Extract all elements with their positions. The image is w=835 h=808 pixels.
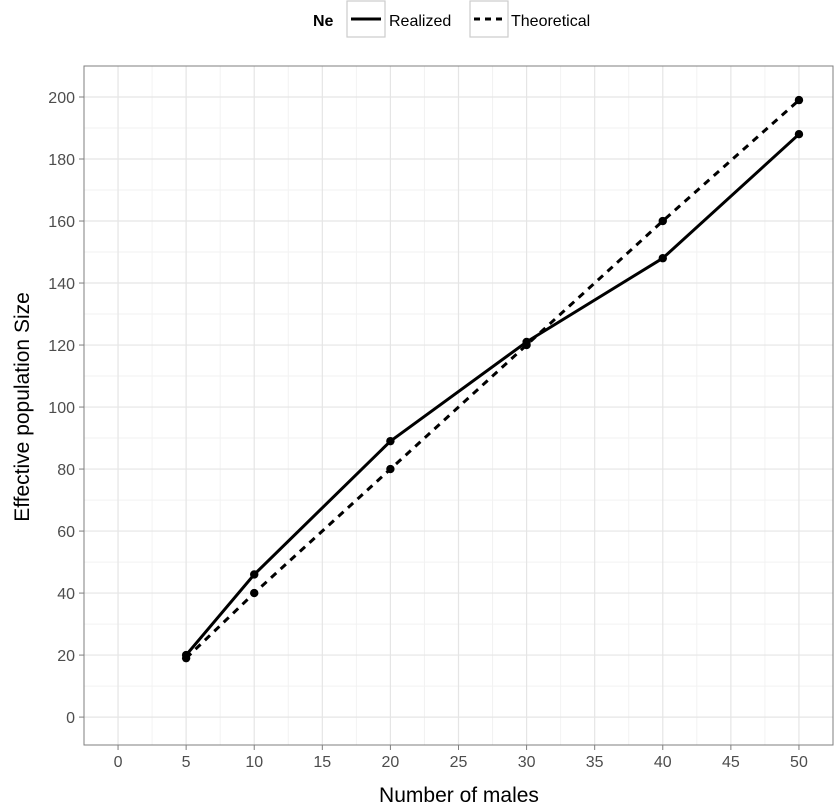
x-tick-label: 25 xyxy=(450,754,468,771)
y-tick-label: 40 xyxy=(57,586,75,603)
data-point-theoretical xyxy=(794,95,804,105)
x-tick-label: 35 xyxy=(586,754,604,771)
x-tick-label: 10 xyxy=(245,754,263,771)
data-point-theoretical xyxy=(181,653,191,663)
data-point-realized xyxy=(386,436,395,446)
y-tick-label: 20 xyxy=(57,648,75,665)
y-tick-label: 100 xyxy=(48,400,75,417)
y-tick-label: 160 xyxy=(48,214,75,231)
x-tick-label: 30 xyxy=(518,754,536,771)
data-point-realized xyxy=(250,570,259,579)
legend-title: Ne xyxy=(313,13,334,30)
x-tick-label: 0 xyxy=(114,754,123,771)
legend: Ne Realized Theoretical xyxy=(313,0,590,38)
series-line-realized xyxy=(184,133,801,657)
series-line-theoretical xyxy=(185,98,800,660)
x-tick-label: 40 xyxy=(654,754,672,771)
data-point-theoretical xyxy=(386,464,395,474)
x-tick-label: 20 xyxy=(382,754,400,771)
y-axis-ticks: 0 20 40 60 80 100 120 140 160 180 200 xyxy=(48,90,84,727)
legend-label-theoretical: Theoretical xyxy=(511,13,590,30)
y-tick-label: 200 xyxy=(48,90,75,107)
data-point-realized xyxy=(658,254,667,263)
x-tick-label: 50 xyxy=(790,754,808,771)
x-tick-label: 5 xyxy=(182,754,191,771)
data-point-theoretical xyxy=(522,340,531,350)
minor-gridlines xyxy=(84,66,833,745)
data-point-theoretical xyxy=(250,588,259,598)
series-layer xyxy=(181,95,804,663)
x-axis-title: Number of males xyxy=(379,784,539,807)
legend-label-realized: Realized xyxy=(389,13,451,30)
x-axis-ticks: 0 5 10 15 20 25 30 35 40 45 50 xyxy=(114,745,808,771)
data-point-realized xyxy=(794,130,804,139)
y-tick-label: 180 xyxy=(48,152,75,169)
y-tick-label: 120 xyxy=(48,338,75,355)
plot-panel xyxy=(83,65,834,746)
major-gridlines xyxy=(84,66,833,745)
x-tick-label: 45 xyxy=(722,754,740,771)
y-tick-label: 60 xyxy=(57,524,75,541)
y-tick-label: 140 xyxy=(48,276,75,293)
x-tick-label: 15 xyxy=(313,754,331,771)
data-point-theoretical xyxy=(658,216,667,226)
y-axis-title: Effective population Size xyxy=(11,292,34,522)
y-tick-label: 0 xyxy=(66,710,75,727)
y-tick-label: 80 xyxy=(57,462,75,479)
